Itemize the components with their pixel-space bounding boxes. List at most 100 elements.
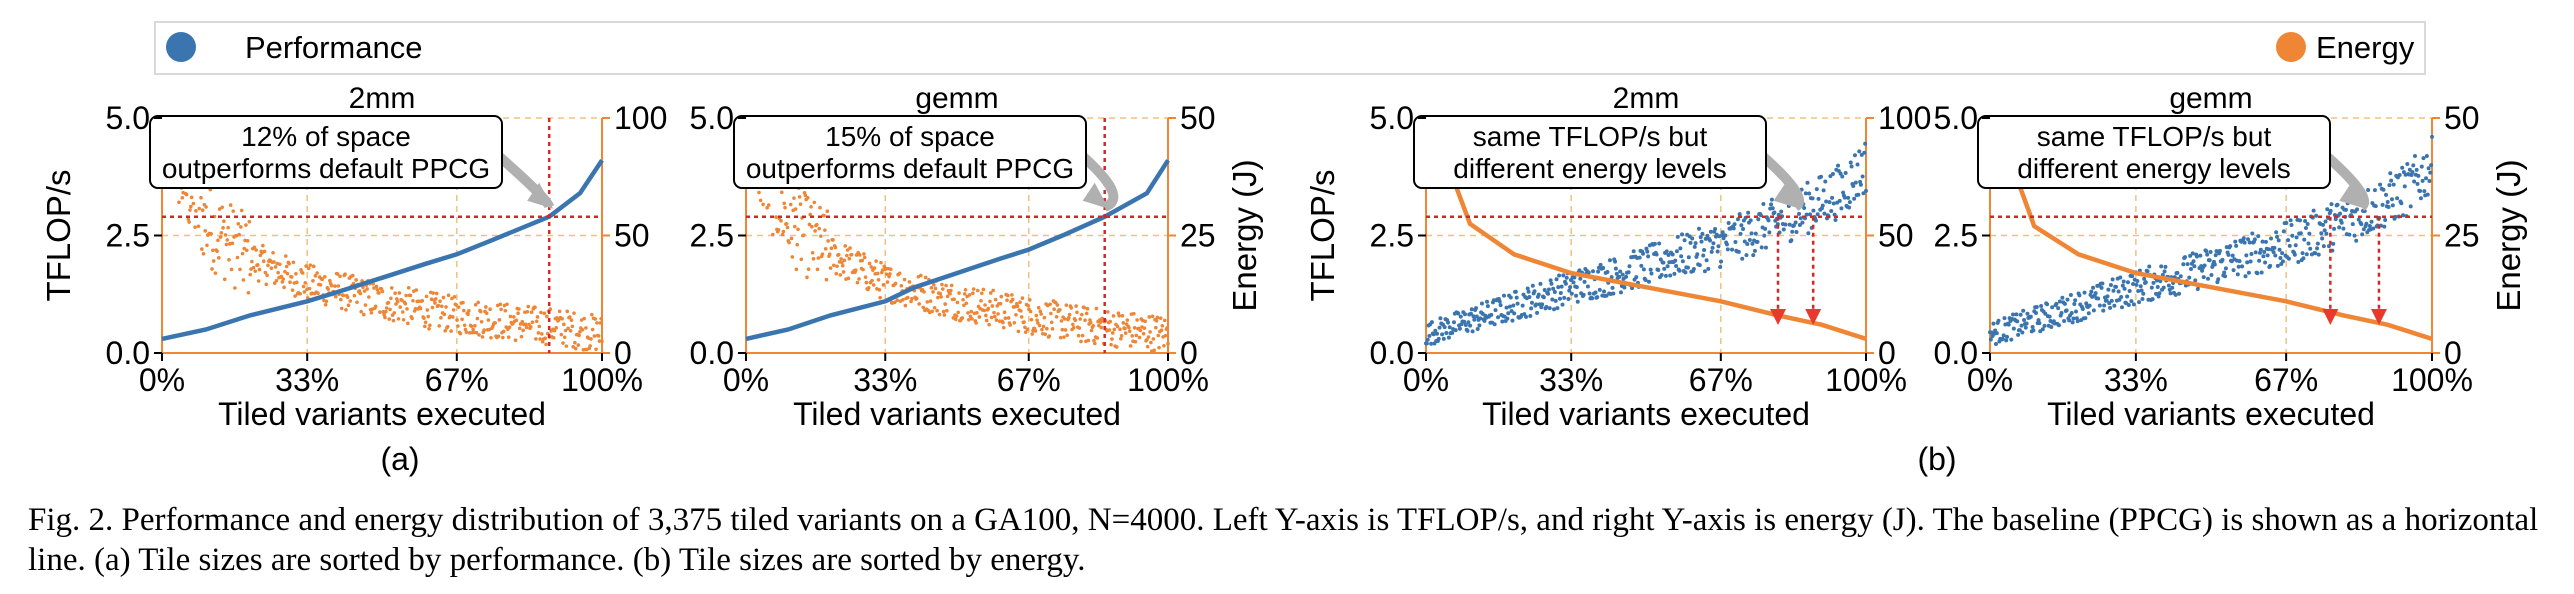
performance-point xyxy=(2269,236,2274,241)
performance-point xyxy=(1425,337,1430,342)
performance-point xyxy=(2319,231,2324,236)
energy-point xyxy=(196,224,201,229)
energy-point xyxy=(389,296,393,301)
energy-point xyxy=(339,306,344,311)
x-tick-label: 33% xyxy=(1539,362,1603,398)
energy-point xyxy=(1028,309,1033,314)
energy-point xyxy=(562,322,566,327)
energy-point xyxy=(781,229,786,234)
performance-point xyxy=(2142,276,2147,281)
energy-point xyxy=(406,286,411,290)
performance-point xyxy=(1601,266,1606,271)
performance-point xyxy=(1847,200,1852,205)
energy-point xyxy=(780,232,785,237)
performance-point xyxy=(2193,278,2198,283)
performance-point xyxy=(1558,291,1563,296)
performance-point xyxy=(2108,305,2113,310)
performance-point xyxy=(1815,212,1820,217)
energy-point xyxy=(213,271,218,275)
energy-point xyxy=(395,299,400,304)
performance-point xyxy=(1590,296,1595,301)
performance-point xyxy=(1716,244,1721,249)
energy-point xyxy=(1014,312,1018,317)
left-tick-label: 5.0 xyxy=(690,100,734,136)
energy-point xyxy=(974,321,978,325)
performance-point xyxy=(1724,242,1729,247)
energy-point xyxy=(223,233,228,237)
energy-point xyxy=(595,321,599,325)
performance-point xyxy=(2293,243,2298,248)
energy-point xyxy=(358,291,363,296)
energy-point xyxy=(1114,345,1119,349)
performance-point xyxy=(1500,319,1505,324)
energy-point xyxy=(957,291,961,295)
performance-point xyxy=(2276,238,2281,243)
performance-point xyxy=(1613,259,1618,264)
performance-point xyxy=(1702,269,1707,274)
energy-point xyxy=(464,330,469,334)
performance-point xyxy=(2364,221,2369,226)
performance-point xyxy=(2388,171,2393,176)
energy-point xyxy=(860,258,865,263)
right-tick-label: 0 xyxy=(614,335,632,371)
energy-point xyxy=(505,302,509,307)
figure-caption: Fig. 2. Performance and energy distribut… xyxy=(28,502,2539,578)
energy-point xyxy=(217,256,221,260)
performance-point xyxy=(2011,326,2016,331)
energy-point xyxy=(221,226,225,230)
performance-point xyxy=(1652,241,1657,246)
energy-point xyxy=(315,271,319,275)
performance-point xyxy=(1440,332,1445,337)
energy-point xyxy=(990,304,995,308)
performance-point xyxy=(1699,239,1704,244)
energy-point xyxy=(939,295,943,299)
performance-point xyxy=(2280,259,2285,264)
performance-point xyxy=(1526,289,1531,294)
performance-point xyxy=(1602,289,1607,294)
energy-point xyxy=(839,257,843,261)
left-tick-label: 0.0 xyxy=(690,335,734,371)
energy-point xyxy=(796,227,800,232)
energy-point xyxy=(303,280,308,285)
energy-point xyxy=(785,225,790,230)
energy-point xyxy=(795,242,800,247)
performance-point xyxy=(2177,291,2182,296)
energy-point xyxy=(308,263,313,267)
performance-point xyxy=(1752,248,1757,253)
energy-point xyxy=(375,287,380,292)
performance-point xyxy=(1529,300,1534,305)
panel-title: gemm xyxy=(2169,82,2252,115)
performance-point xyxy=(1863,141,1868,146)
energy-point xyxy=(1025,327,1030,332)
energy-point xyxy=(862,255,867,260)
energy-point xyxy=(857,277,861,281)
performance-point xyxy=(2136,289,2141,294)
energy-point xyxy=(929,286,934,290)
performance-point xyxy=(2192,264,2197,269)
energy-point xyxy=(451,308,456,312)
performance-point xyxy=(2298,231,2303,236)
energy-point xyxy=(1043,332,1048,336)
energy-point xyxy=(1034,313,1039,318)
performance-point xyxy=(2416,173,2421,178)
energy-point xyxy=(862,252,866,256)
energy-point xyxy=(322,274,327,279)
energy-point xyxy=(520,319,525,324)
energy-point xyxy=(211,259,216,263)
energy-point xyxy=(467,309,471,313)
energy-point xyxy=(288,280,292,285)
energy-point xyxy=(484,305,488,309)
performance-point xyxy=(2386,204,2391,209)
energy-point xyxy=(506,335,511,339)
energy-point xyxy=(199,195,203,200)
performance-point xyxy=(1735,217,1740,222)
performance-point xyxy=(2127,289,2132,294)
performance-point xyxy=(2321,244,2326,249)
energy-point xyxy=(1029,317,1034,322)
energy-point xyxy=(872,266,877,270)
performance-point xyxy=(2138,284,2143,289)
energy-point xyxy=(1078,317,1082,321)
performance-point xyxy=(1793,220,1798,225)
energy-point xyxy=(826,239,830,243)
performance-point xyxy=(2045,302,2050,307)
